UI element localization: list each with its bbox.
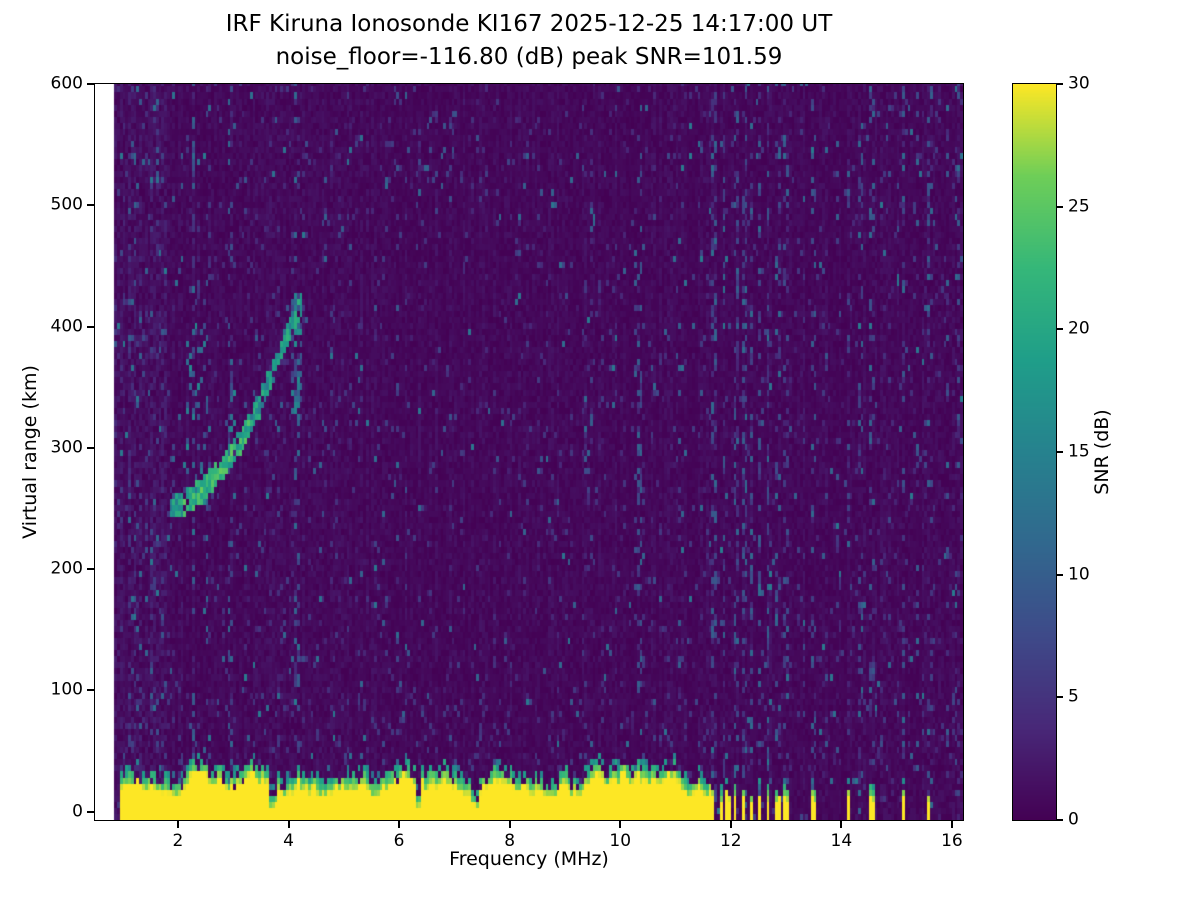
x-tick — [729, 821, 732, 828]
colorbar-tick-label: 30 — [1068, 73, 1090, 94]
colorbar-tick — [1057, 328, 1063, 331]
x-tick — [398, 821, 401, 828]
y-tick-label: 0 — [72, 801, 83, 822]
y-tick-label: 500 — [50, 194, 83, 215]
y-tick — [87, 83, 94, 85]
y-tick-label: 100 — [50, 679, 83, 700]
x-tick — [840, 821, 843, 828]
x-axis-label: Frequency (MHz) — [449, 848, 609, 870]
y-tick — [87, 810, 94, 813]
y-tick-label: 300 — [50, 437, 83, 458]
colorbar-label: SNR (dB) — [1091, 409, 1113, 495]
x-tick-label: 16 — [941, 831, 963, 851]
x-tick — [287, 821, 290, 828]
heatmap-canvas — [94, 83, 964, 821]
y-tick-label: 200 — [50, 558, 83, 579]
y-tick-label: 600 — [50, 73, 83, 94]
colorbar-tick-label: 5 — [1068, 686, 1079, 707]
x-tick-label: 12 — [719, 831, 742, 851]
colorbar-tick — [1057, 205, 1063, 208]
colorbar-tick-label: 10 — [1068, 564, 1090, 585]
x-tick — [508, 821, 511, 828]
x-tick-label: 6 — [393, 831, 405, 851]
colorbar-tick — [1057, 819, 1063, 821]
y-tick — [87, 204, 94, 207]
colorbar-tick-label: 0 — [1068, 809, 1079, 830]
colorbar-tick-label: 15 — [1068, 441, 1090, 462]
y-tick — [87, 689, 94, 692]
colorbar-tick-label: 20 — [1068, 318, 1090, 339]
x-tick — [950, 821, 953, 828]
x-tick-label: 4 — [283, 831, 294, 851]
x-tick-label: 10 — [609, 831, 632, 851]
x-tick-label: 8 — [504, 831, 516, 851]
y-axis-label: Virtual range (km) — [19, 365, 41, 539]
colorbar-tick-label: 25 — [1068, 196, 1090, 217]
x-tick — [176, 821, 179, 828]
x-tick-label: 14 — [830, 831, 853, 851]
colorbar-tick — [1057, 451, 1063, 453]
chart-title: IRF Kiruna Ionosonde KI167 2025-12-25 14… — [95, 8, 963, 74]
y-tick — [87, 568, 94, 570]
y-tick — [87, 446, 94, 449]
colorbar-gradient — [1012, 83, 1057, 821]
chart-title-line1: IRF Kiruna Ionosonde KI167 2025-12-25 14… — [225, 11, 833, 37]
colorbar-tick — [1057, 696, 1063, 699]
y-tick — [87, 325, 94, 328]
chart-title-line2: noise_floor=-116.80 (dB) peak SNR=101.59 — [275, 44, 783, 70]
colorbar-tick — [1057, 573, 1063, 576]
x-tick — [619, 821, 622, 828]
colorbar-tick — [1057, 83, 1063, 85]
x-tick-label: 2 — [172, 831, 184, 851]
y-tick-label: 400 — [50, 316, 83, 337]
